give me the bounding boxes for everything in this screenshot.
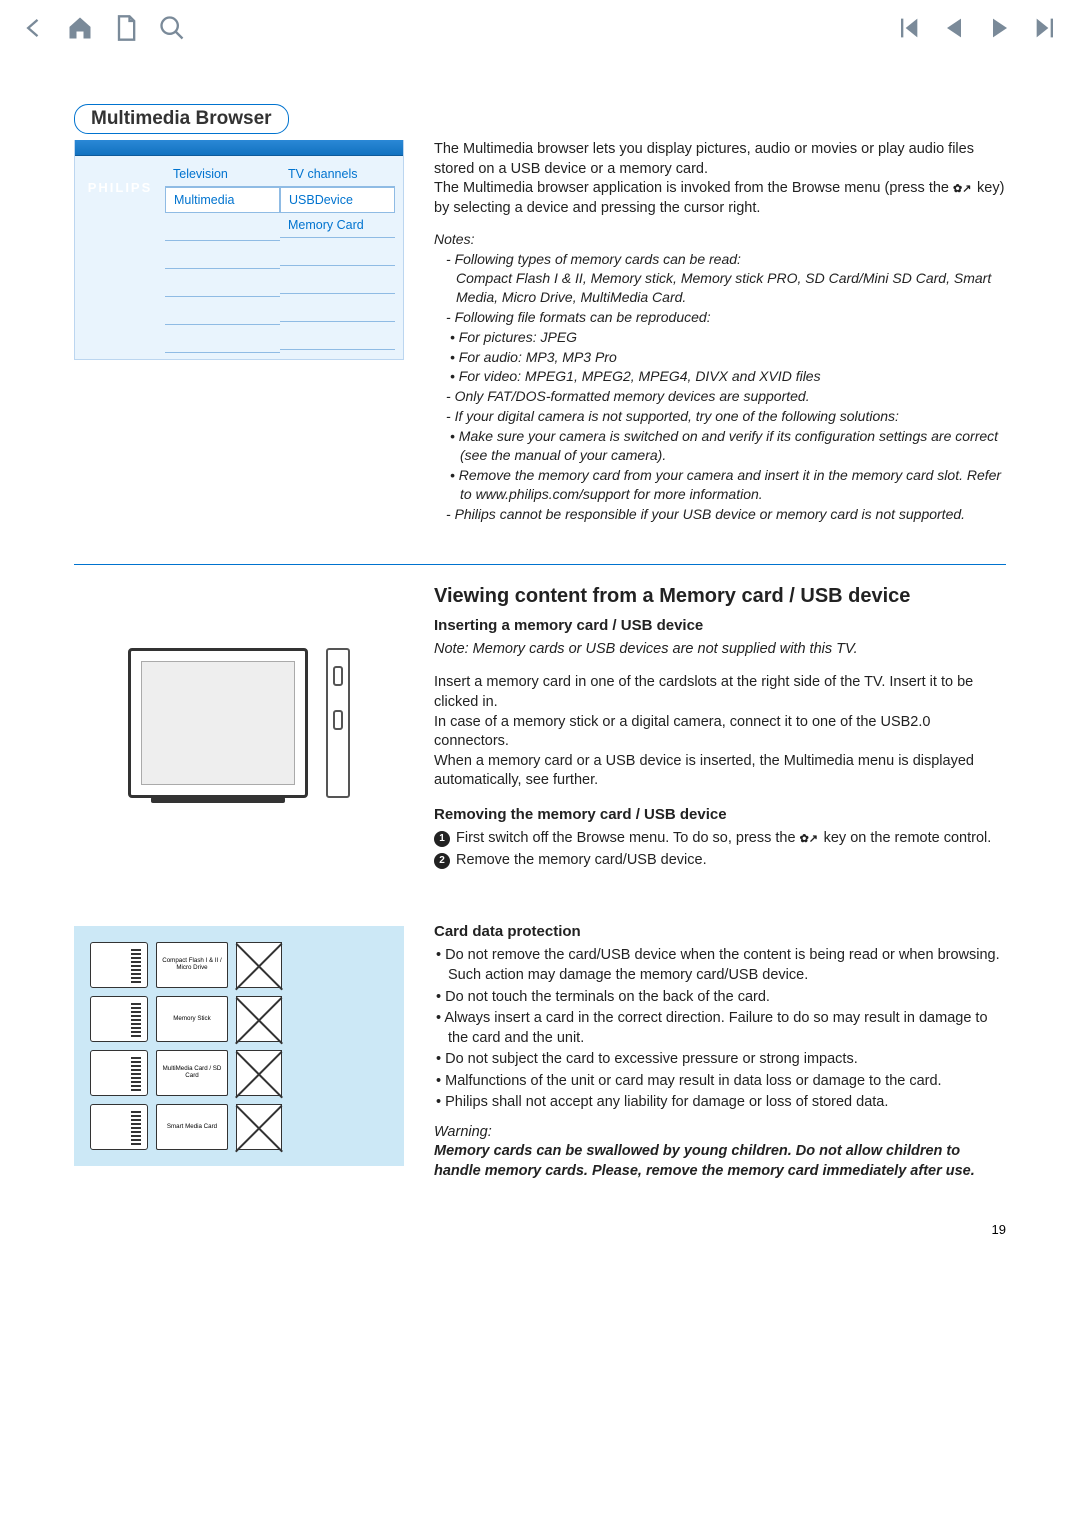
prev-page-icon[interactable] xyxy=(940,14,968,42)
subheading: Removing the memory card / USB device xyxy=(434,805,1006,825)
first-page-icon[interactable] xyxy=(894,14,922,42)
search-icon[interactable] xyxy=(158,14,186,42)
subheading: Inserting a memory card / USB device xyxy=(434,616,1006,636)
menu-item-selected: Multimedia xyxy=(165,187,280,213)
browse-key-icon: ✿↗ xyxy=(800,832,820,844)
intro-paragraph: The Multimedia browser lets you display … xyxy=(434,140,1006,179)
menu-item: Memory Card xyxy=(280,213,395,238)
card-types-diagram: Compact Flash I & II / Micro Drive Memor… xyxy=(74,926,404,1166)
subheading: Card data protection xyxy=(434,922,1006,942)
toolbar-right xyxy=(894,14,1060,42)
menu-item: TV channels xyxy=(280,162,395,187)
warning-label: Warning: xyxy=(434,1123,1006,1143)
warning-text: Memory cards can be swallowed by young c… xyxy=(434,1142,1006,1181)
philips-logo: PHILIPS xyxy=(75,156,165,359)
document-icon[interactable] xyxy=(112,14,140,42)
protection-bullets: Do not remove the card/USB device when t… xyxy=(434,946,1006,1113)
body-text: When a memory card or a USB device is in… xyxy=(434,752,1006,791)
body-text: In case of a memory stick or a digital c… xyxy=(434,713,1006,752)
notes-label: Notes: xyxy=(434,230,1006,249)
step-item: 1 First switch off the Browse menu. To d… xyxy=(434,829,1006,849)
section-title: Multimedia Browser xyxy=(74,104,289,134)
menu-item: Television xyxy=(165,162,280,187)
intro-paragraph: The Multimedia browser application is in… xyxy=(434,179,1006,218)
notes-list: Following types of memory cards can be r… xyxy=(434,250,1006,269)
step-item: 2 Remove the memory card/USB device. xyxy=(434,851,1006,871)
home-icon[interactable] xyxy=(66,14,94,42)
note-text: Note: Memory cards or USB devices are no… xyxy=(434,640,1006,660)
next-page-icon[interactable] xyxy=(986,14,1014,42)
last-page-icon[interactable] xyxy=(1032,14,1060,42)
menu-item-selected: USBDevice xyxy=(280,187,395,213)
step-number-icon: 2 xyxy=(434,853,450,869)
toolbar-left xyxy=(20,14,186,42)
step-number-icon: 1 xyxy=(434,831,450,847)
body-text: Insert a memory card in one of the cards… xyxy=(434,673,1006,712)
section-divider xyxy=(74,564,1006,565)
multimedia-menu-illustration: PHILIPS Television Multimedia TV channel… xyxy=(74,140,404,360)
back-arrow-icon[interactable] xyxy=(20,14,48,42)
page-number: 19 xyxy=(74,1222,1006,1237)
pdf-toolbar xyxy=(0,0,1080,56)
browse-key-icon: ✿↗ xyxy=(953,182,973,194)
section-heading: Viewing content from a Memory card / USB… xyxy=(434,583,1006,610)
tv-side-diagram xyxy=(74,613,404,833)
page-content: Multimedia Browser PHILIPS Television Mu… xyxy=(0,56,1080,1261)
